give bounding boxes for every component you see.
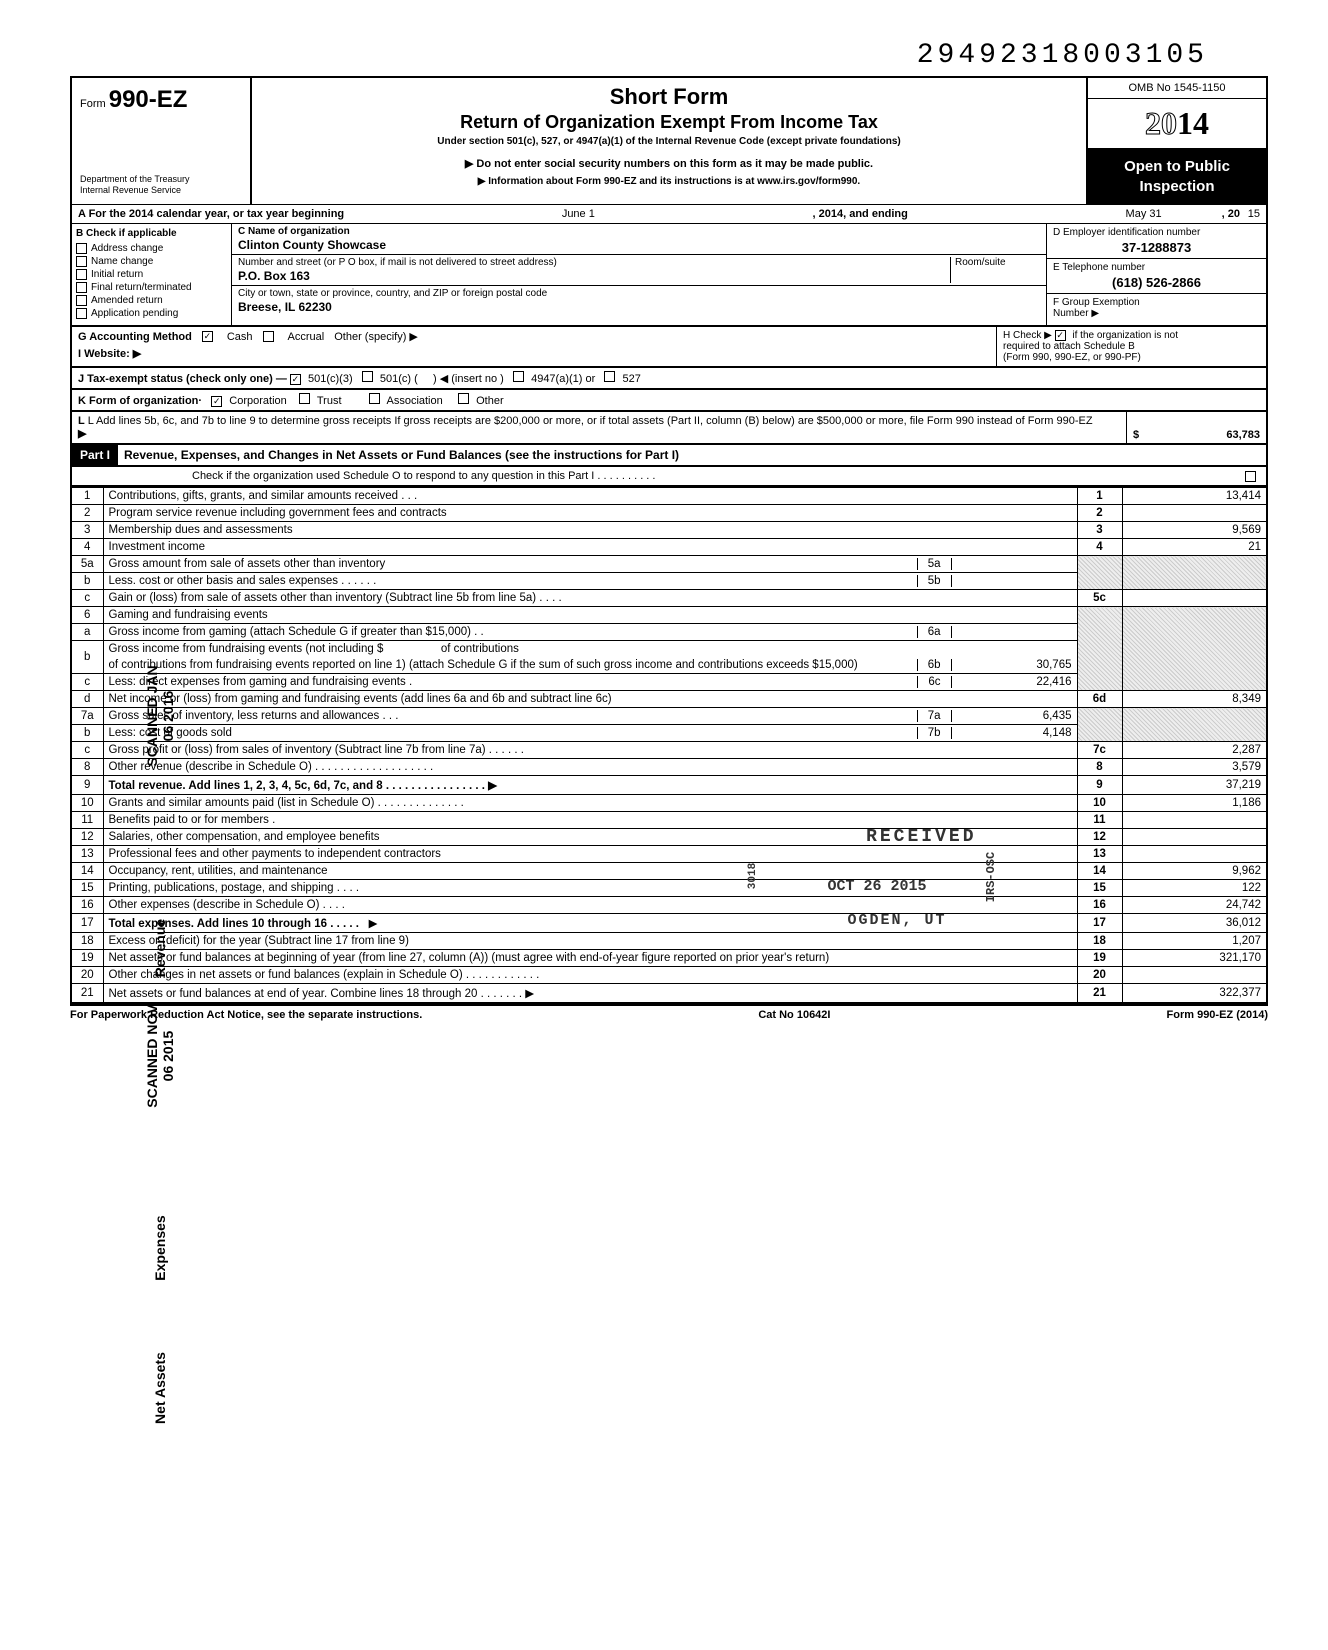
return-title: Return of Organization Exempt From Incom… — [262, 112, 1076, 133]
schedule-o-checkbox[interactable] — [1245, 471, 1256, 482]
form-footer-label: Form 990-EZ (2014) — [1167, 1009, 1268, 1021]
ogden-stamp: OGDEN, UT — [847, 912, 946, 929]
association-checkbox[interactable] — [369, 393, 380, 404]
tax-year: 2014 — [1088, 99, 1266, 149]
open-public-label: Open to Public Inspection — [1088, 149, 1266, 204]
column-b-checkboxes: B Check if applicable Address change Nam… — [72, 224, 232, 325]
application-pending-checkbox[interactable] — [76, 308, 87, 319]
revenue-side-label: Revenue — [152, 888, 168, 1008]
date-stamp: OCT 26 2015 — [827, 878, 926, 895]
name-change-checkbox[interactable] — [76, 256, 87, 267]
row-j-tax-status: J Tax-exempt status (check only one) — ✓… — [70, 368, 1268, 390]
city-label: City or town, state or province, country… — [238, 288, 1040, 299]
document-number: 29492318003105 — [70, 40, 1268, 71]
row-a-tax-year: A For the 2014 calendar year, or tax yea… — [70, 204, 1268, 224]
initial-return-checkbox[interactable] — [76, 269, 87, 280]
street-label: Number and street (or P O box, if mail i… — [238, 257, 950, 268]
accounting-method-label: G Accounting Method — [78, 331, 192, 343]
phone-label: E Telephone number — [1053, 262, 1260, 273]
under-section-label: Under section 501(c), 527, or 4947(a)(1)… — [262, 136, 1076, 147]
form-header: Form 990-EZ Department of the Treasury I… — [70, 76, 1268, 204]
accrual-checkbox[interactable] — [263, 331, 274, 342]
website-label: I Website: ▶ — [78, 347, 990, 360]
other-org-checkbox[interactable] — [458, 393, 469, 404]
part-1-label: Part I — [72, 445, 118, 465]
omb-number: OMB No 1545-1150 — [1088, 78, 1266, 99]
row-k-form-org: K Form of organization· ✓ Corporation Tr… — [70, 390, 1268, 412]
city-value: Breese, IL 62230 — [238, 299, 1040, 314]
part-1-table: 1Contributions, gifts, grants, and simil… — [70, 487, 1268, 1004]
final-return-checkbox[interactable] — [76, 282, 87, 293]
part-1-check-row: Check if the organization used Schedule … — [70, 467, 1268, 487]
501c-checkbox[interactable] — [362, 371, 373, 382]
cat-number: Cat No 10642I — [758, 1009, 830, 1021]
do-not-enter-label: ▶ Do not enter social security numbers o… — [262, 157, 1076, 170]
street-value: P.O. Box 163 — [238, 268, 950, 283]
gross-receipts-value: 63,783 — [1226, 429, 1260, 441]
short-form-label: Short Form — [262, 84, 1076, 110]
group-exemption-number-label: Number ▶ — [1053, 308, 1260, 319]
group-exemption-label: F Group Exemption — [1053, 297, 1260, 308]
address-change-checkbox[interactable] — [76, 243, 87, 254]
received-stamp: RECEIVED — [866, 827, 976, 847]
org-name-label: C Name of organization — [238, 226, 1040, 237]
net-assets-side-label: Net Assets — [152, 1328, 168, 1448]
form-number: Form 990-EZ — [80, 86, 242, 114]
expenses-side-label: Expenses — [152, 1188, 168, 1308]
phone-value: (618) 526-2866 — [1053, 273, 1260, 290]
ein-value: 37-1288873 — [1053, 238, 1260, 255]
corporation-checkbox[interactable]: ✓ — [211, 396, 222, 407]
amended-return-checkbox[interactable] — [76, 295, 87, 306]
paperwork-notice: For Paperwork Reduction Act Notice, see … — [70, 1009, 422, 1021]
527-checkbox[interactable] — [604, 371, 615, 382]
page-footer: For Paperwork Reduction Act Notice, see … — [70, 1004, 1268, 1024]
h-check-box: H Check ▶ ✓ if the organization is not r… — [996, 327, 1266, 366]
cash-checkbox[interactable]: ✓ — [202, 331, 213, 342]
ein-label: D Employer identification number — [1053, 227, 1260, 238]
info-url-label: ▶ Information about Form 990-EZ and its … — [262, 176, 1076, 187]
trust-checkbox[interactable] — [299, 393, 310, 404]
part-1-title: Revenue, Expenses, and Changes in Net As… — [118, 445, 1266, 465]
row-l-gross-receipts: L L Add lines 5b, 6c, and 7b to line 9 t… — [70, 412, 1268, 445]
4947-checkbox[interactable] — [513, 371, 524, 382]
org-name-value: Clinton County Showcase — [238, 237, 1040, 252]
schedule-b-checkbox[interactable]: ✓ — [1055, 330, 1066, 341]
room-suite-label: Room/suite — [950, 257, 1040, 283]
scanned-stamp-2: SCANNED NOV 06 2015 — [144, 996, 176, 1116]
department-label: Department of the Treasury Internal Reve… — [80, 174, 242, 196]
501c3-checkbox[interactable]: ✓ — [290, 374, 301, 385]
scanned-stamp-1: SCANNED JAN 06 2016 — [144, 656, 176, 776]
